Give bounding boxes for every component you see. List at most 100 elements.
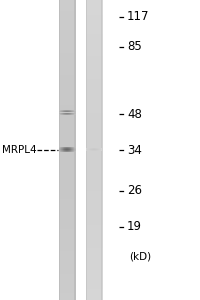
Bar: [86, 232, 102, 236]
Bar: [59, 112, 76, 116]
Bar: [59, 34, 76, 38]
Bar: [86, 289, 102, 292]
Bar: [86, 236, 102, 240]
Bar: [86, 278, 102, 281]
Bar: [86, 281, 102, 285]
Bar: [59, 161, 76, 165]
Bar: [86, 180, 102, 184]
Bar: [86, 4, 102, 8]
Bar: [59, 278, 76, 281]
Bar: [59, 221, 76, 225]
Bar: [86, 75, 102, 79]
Bar: [86, 120, 102, 124]
Bar: [74, 0, 76, 300]
Bar: [59, 82, 76, 86]
Bar: [86, 214, 102, 218]
Bar: [86, 292, 102, 296]
Bar: [59, 15, 76, 19]
Bar: [59, 131, 76, 135]
Bar: [59, 22, 76, 26]
Bar: [86, 161, 102, 165]
Bar: [86, 188, 102, 191]
Text: 19: 19: [127, 220, 142, 233]
Bar: [59, 19, 76, 22]
Bar: [59, 176, 76, 180]
Bar: [86, 116, 102, 120]
Bar: [59, 274, 76, 278]
Bar: [59, 139, 76, 142]
Bar: [86, 26, 102, 30]
Text: 48: 48: [127, 107, 142, 121]
Bar: [86, 255, 102, 259]
Bar: [86, 19, 102, 22]
Bar: [59, 4, 76, 8]
Bar: [59, 281, 76, 285]
Bar: [59, 154, 76, 158]
Bar: [86, 38, 102, 41]
Bar: [59, 292, 76, 296]
Bar: [86, 98, 102, 101]
Bar: [86, 41, 102, 45]
Bar: [86, 0, 87, 300]
Bar: [59, 262, 76, 266]
Bar: [59, 49, 76, 52]
Text: 85: 85: [127, 40, 142, 53]
Bar: [86, 124, 102, 128]
Text: (kD): (kD): [129, 251, 151, 261]
Bar: [59, 56, 76, 60]
Bar: [86, 139, 102, 142]
Bar: [59, 169, 76, 172]
Bar: [86, 101, 102, 105]
Bar: [86, 128, 102, 131]
Bar: [86, 169, 102, 172]
Bar: [86, 82, 102, 86]
Bar: [86, 150, 102, 154]
Bar: [59, 172, 76, 176]
Bar: [59, 79, 76, 83]
Text: 26: 26: [127, 184, 142, 197]
Bar: [59, 202, 76, 206]
Bar: [86, 0, 102, 4]
Bar: [59, 128, 76, 131]
Bar: [59, 124, 76, 128]
Bar: [86, 135, 102, 139]
Bar: [59, 26, 76, 30]
Bar: [59, 109, 76, 112]
Text: MRPL4: MRPL4: [2, 145, 37, 155]
Bar: [59, 270, 76, 274]
Bar: [86, 202, 102, 206]
Bar: [86, 112, 102, 116]
Bar: [59, 210, 76, 214]
Bar: [86, 206, 102, 210]
Bar: [86, 30, 102, 34]
Bar: [86, 15, 102, 19]
Bar: [59, 52, 76, 56]
Bar: [59, 142, 76, 146]
Bar: [86, 94, 102, 98]
Bar: [86, 218, 102, 221]
Bar: [59, 195, 76, 199]
Bar: [59, 248, 76, 251]
Bar: [86, 71, 102, 75]
Bar: [86, 244, 102, 248]
Bar: [86, 184, 102, 188]
Bar: [86, 225, 102, 229]
Bar: [86, 259, 102, 262]
Bar: [59, 0, 60, 300]
Bar: [86, 8, 102, 11]
Bar: [59, 86, 76, 90]
Bar: [86, 248, 102, 251]
Bar: [59, 45, 76, 49]
Bar: [59, 296, 76, 300]
Bar: [86, 45, 102, 49]
Bar: [59, 180, 76, 184]
Bar: [86, 266, 102, 270]
Text: 117: 117: [127, 10, 150, 23]
Bar: [86, 172, 102, 176]
Bar: [86, 56, 102, 60]
Bar: [86, 285, 102, 289]
Bar: [86, 240, 102, 244]
Bar: [86, 22, 102, 26]
Bar: [86, 165, 102, 169]
Bar: [86, 86, 102, 90]
